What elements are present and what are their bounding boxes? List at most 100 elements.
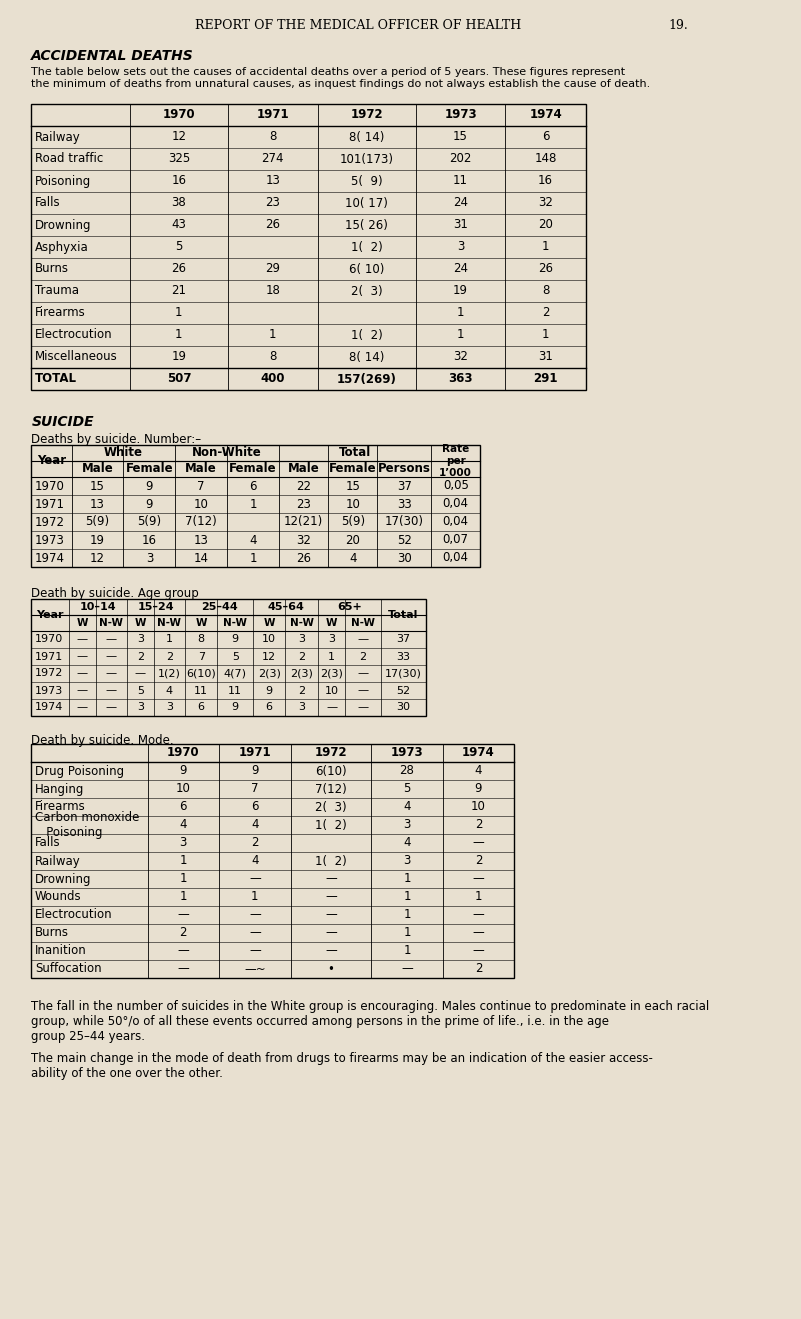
Text: 10: 10 <box>325 686 339 695</box>
Text: 8: 8 <box>198 634 205 645</box>
Text: ACCIDENTAL DEATHS: ACCIDENTAL DEATHS <box>31 49 194 63</box>
Text: 10–14: 10–14 <box>79 601 116 612</box>
Text: 12(21): 12(21) <box>284 516 324 529</box>
Text: 1(  2): 1( 2) <box>351 328 383 342</box>
Text: Road traffic: Road traffic <box>35 153 103 165</box>
Text: —: — <box>106 652 117 662</box>
Text: 1973: 1973 <box>391 747 423 760</box>
Text: 5: 5 <box>137 686 144 695</box>
Text: —: — <box>135 669 146 678</box>
Text: 5: 5 <box>175 240 183 253</box>
Text: 6(10): 6(10) <box>187 669 216 678</box>
Text: 2: 2 <box>475 963 482 976</box>
Text: 1: 1 <box>457 328 465 342</box>
Text: 16: 16 <box>538 174 553 187</box>
Text: N-W: N-W <box>99 619 123 628</box>
Text: 1(  2): 1( 2) <box>315 855 347 868</box>
Text: 3: 3 <box>179 836 187 849</box>
Text: 1: 1 <box>328 652 336 662</box>
Text: 8: 8 <box>542 285 549 298</box>
Text: 1: 1 <box>166 634 173 645</box>
Text: 32: 32 <box>296 533 311 546</box>
Text: 32: 32 <box>538 197 553 210</box>
Text: The main change in the mode of death from drugs to firearms may be an indication: The main change in the mode of death fro… <box>31 1053 653 1080</box>
Text: 6: 6 <box>252 801 259 814</box>
Text: 15–24: 15–24 <box>138 601 175 612</box>
Text: 19: 19 <box>453 285 468 298</box>
Bar <box>31 445 481 567</box>
Text: —: — <box>77 634 88 645</box>
Text: 3: 3 <box>166 703 173 712</box>
Text: N-W: N-W <box>351 619 375 628</box>
Text: 1973: 1973 <box>35 686 63 695</box>
Text: 2: 2 <box>137 652 144 662</box>
Text: 10: 10 <box>471 801 486 814</box>
Text: Drug Poisoning: Drug Poisoning <box>35 765 124 777</box>
Text: 400: 400 <box>260 372 285 385</box>
Text: 0,04: 0,04 <box>443 516 469 529</box>
Text: Inanition: Inanition <box>35 944 87 958</box>
Text: 15: 15 <box>453 131 468 144</box>
Text: SUICIDE: SUICIDE <box>31 415 94 429</box>
Text: 1: 1 <box>403 909 411 922</box>
Text: 1(2): 1(2) <box>158 669 181 678</box>
Text: Female: Female <box>126 463 173 476</box>
Text: 6( 10): 6( 10) <box>349 262 384 276</box>
Text: 1971: 1971 <box>256 108 289 121</box>
Text: Male: Male <box>82 463 114 476</box>
Text: 2(3): 2(3) <box>291 669 313 678</box>
Text: 1: 1 <box>175 328 183 342</box>
Text: N-W: N-W <box>290 619 314 628</box>
Text: Burns: Burns <box>35 926 69 939</box>
Text: Railway: Railway <box>35 131 81 144</box>
Text: 4(7): 4(7) <box>223 669 247 678</box>
Text: 1972: 1972 <box>315 747 348 760</box>
Text: —: — <box>325 944 336 958</box>
Text: 2: 2 <box>298 686 305 695</box>
Text: 15( 26): 15( 26) <box>345 219 388 232</box>
Bar <box>31 599 425 716</box>
Text: 30: 30 <box>396 703 410 712</box>
Text: 2: 2 <box>252 836 259 849</box>
Text: 4: 4 <box>252 855 259 868</box>
Text: 13: 13 <box>90 497 105 510</box>
Text: 4: 4 <box>475 765 482 777</box>
Text: 33: 33 <box>396 652 410 662</box>
Text: Burns: Burns <box>35 262 69 276</box>
Text: 12: 12 <box>171 131 187 144</box>
Text: 5(  9): 5( 9) <box>351 174 383 187</box>
Text: 19: 19 <box>90 533 105 546</box>
Text: •: • <box>328 963 334 976</box>
Text: —: — <box>473 872 485 885</box>
Text: —: — <box>357 686 368 695</box>
Text: 24: 24 <box>453 197 468 210</box>
Text: 3: 3 <box>298 703 305 712</box>
Text: 4: 4 <box>252 819 259 831</box>
Text: 202: 202 <box>449 153 472 165</box>
Text: 4: 4 <box>403 836 411 849</box>
Text: Wounds: Wounds <box>35 890 82 904</box>
Text: 8: 8 <box>269 131 276 144</box>
Text: 1: 1 <box>541 240 549 253</box>
Text: W: W <box>264 619 275 628</box>
Text: 1: 1 <box>249 497 257 510</box>
Text: 2(3): 2(3) <box>320 669 344 678</box>
Text: 2: 2 <box>179 926 187 939</box>
Text: Trauma: Trauma <box>35 285 78 298</box>
Text: 11: 11 <box>228 686 242 695</box>
Text: Railway: Railway <box>35 855 81 868</box>
Text: 0,05: 0,05 <box>443 480 469 492</box>
Text: 52: 52 <box>396 686 410 695</box>
Text: 9: 9 <box>266 686 273 695</box>
Text: 1: 1 <box>475 890 482 904</box>
Text: —: — <box>178 909 189 922</box>
Text: 1973: 1973 <box>445 108 477 121</box>
Text: 4: 4 <box>403 801 411 814</box>
Text: Electrocution: Electrocution <box>35 328 112 342</box>
Text: 2(3): 2(3) <box>258 669 280 678</box>
Text: 3: 3 <box>328 634 336 645</box>
Text: W: W <box>135 619 146 628</box>
Text: 12: 12 <box>262 652 276 662</box>
Text: 18: 18 <box>265 285 280 298</box>
Text: 33: 33 <box>396 497 412 510</box>
